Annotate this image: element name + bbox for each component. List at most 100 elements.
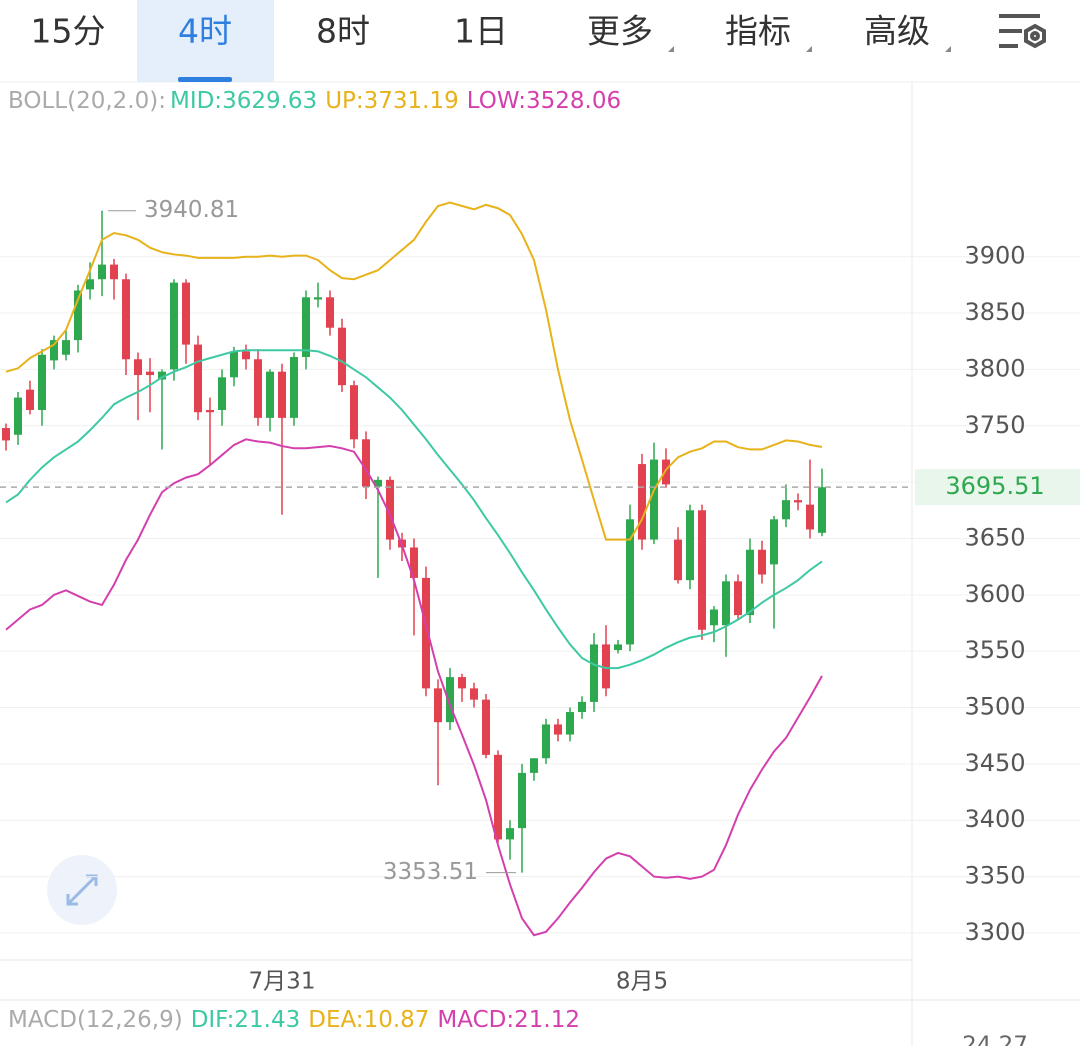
settings-icon[interactable] — [999, 14, 1046, 49]
candle-body — [170, 282, 178, 370]
candle-body — [194, 344, 202, 413]
candle-body — [710, 609, 718, 626]
max-label: 3940.81 — [144, 197, 239, 223]
candle-body — [758, 549, 766, 575]
dropdown-arrow — [668, 46, 674, 52]
candle-body — [242, 351, 250, 360]
tab[interactable]: 高级 — [864, 12, 930, 51]
candle-body — [290, 357, 298, 418]
tab[interactable]: 15分 — [31, 12, 106, 51]
candle-body — [662, 459, 670, 485]
boll-line — [5, 349, 823, 670]
candle-body — [446, 677, 454, 723]
macd-value: 21.43 — [234, 1007, 300, 1033]
macd-value: 21.12 — [514, 1007, 580, 1033]
y-tick-label: 3850 — [964, 298, 1025, 326]
candle-body — [794, 500, 802, 503]
tab[interactable]: 指标 — [725, 12, 791, 51]
candle-body — [818, 487, 826, 533]
tab[interactable]: 1日 — [454, 12, 508, 51]
macd-axis-label: 24.27 — [962, 1033, 1028, 1046]
candle-body — [458, 677, 466, 689]
macd-name: MACD: — [437, 1007, 514, 1033]
candle-body — [146, 371, 154, 376]
y-tick-label: 3650 — [964, 523, 1025, 551]
candle-body — [338, 327, 346, 386]
candle-body — [482, 699, 490, 755]
macd-legend: MACD(12,26,9) DIF:21.43 DEA:10.87 MACD:21.1… — [8, 1007, 580, 1033]
macd-name: DIF: — [191, 1007, 235, 1033]
candle-body — [506, 828, 514, 840]
candle-body — [674, 539, 682, 581]
candle-body — [530, 758, 538, 773]
y-tick-label: 3550 — [964, 636, 1025, 664]
candle-body — [362, 439, 370, 487]
y-tick-label: 3600 — [964, 580, 1025, 608]
candle-body — [410, 547, 418, 578]
candle-body — [278, 371, 286, 418]
candle-body — [350, 385, 358, 440]
y-tick-label: 3900 — [964, 242, 1025, 270]
zoom-button[interactable] — [47, 855, 117, 925]
candle-body — [686, 510, 694, 581]
boll-legend: BOLL(20,2.0): MID:3629.63 UP:3731.19 LOW:35… — [8, 88, 621, 114]
icon-dot — [1030, 31, 1040, 41]
candle-body — [590, 644, 598, 702]
y-tick-label: 3800 — [964, 354, 1025, 382]
y-tick-label: 3300 — [964, 918, 1025, 946]
macd-label: MACD(12,26,9) — [8, 1007, 183, 1033]
tab[interactable]: 8时 — [316, 12, 370, 51]
legend-value: 3629.63 — [222, 88, 317, 114]
candle-body — [518, 772, 526, 829]
candle-body — [86, 279, 94, 290]
icon-hexagon — [1024, 23, 1046, 49]
candle-body — [734, 581, 742, 616]
y-tick-label: 3400 — [964, 805, 1025, 833]
macd-name: DEA: — [308, 1007, 363, 1033]
candle-body — [206, 409, 214, 413]
plot — [0, 201, 1080, 937]
candle-body — [638, 464, 646, 540]
candle-body — [722, 581, 730, 626]
candle-body — [26, 389, 34, 410]
candle-body — [494, 754, 502, 840]
boll-line — [5, 438, 823, 937]
candle-body — [626, 519, 634, 645]
tab[interactable]: 更多 — [587, 12, 653, 51]
candle-body — [74, 290, 82, 341]
candle-body — [110, 264, 118, 280]
macd-value: 10.87 — [364, 1007, 430, 1033]
legend-name: MID: — [170, 88, 222, 114]
candle-body — [602, 644, 610, 689]
candle-body — [374, 479, 382, 487]
candle-body — [782, 500, 790, 520]
candle-body — [314, 297, 322, 300]
candle-body — [2, 428, 10, 441]
last-price-box — [915, 469, 1080, 506]
y-tick-label: 3450 — [964, 749, 1025, 777]
candle-body — [614, 644, 622, 651]
active-tab-bg — [137, 0, 274, 82]
candle-body — [554, 724, 562, 735]
zoom-arrows — [66, 874, 98, 906]
candle-body — [182, 282, 190, 345]
dropdown-arrow — [945, 46, 951, 52]
x-tick-label: 7月31 — [249, 969, 316, 995]
candle-body — [230, 351, 238, 378]
boll-line — [5, 201, 823, 541]
legend-value: 3528.06 — [526, 88, 621, 114]
candle-body — [386, 479, 394, 540]
candle-body — [698, 510, 706, 630]
y-tick-label: 3500 — [964, 693, 1025, 721]
candle-body — [302, 297, 310, 358]
legend-name: UP: — [325, 88, 363, 114]
candle-body — [266, 371, 274, 418]
candle-body — [98, 264, 106, 280]
candle-body — [62, 340, 70, 355]
active-tab-indicator — [178, 77, 232, 82]
candle-body — [806, 504, 814, 530]
last-price-label: 3695.51 — [945, 472, 1044, 500]
tab[interactable]: 4时 — [178, 12, 232, 51]
